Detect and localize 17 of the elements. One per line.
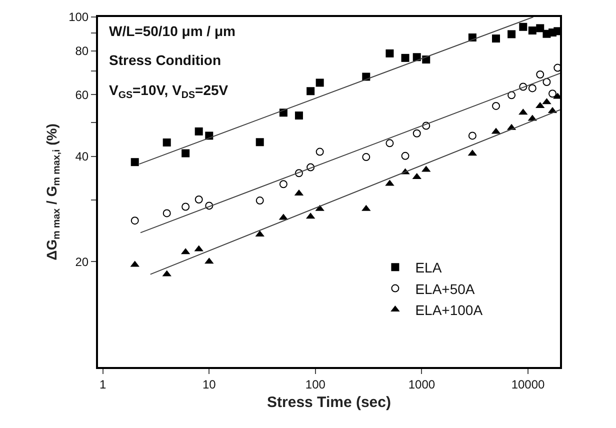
annotation: Stress Condition	[109, 52, 222, 68]
annotation: W/L=50/10 μm / μm	[109, 23, 236, 39]
y-tick-label: 100	[68, 10, 89, 24]
x-tick-label: 1	[100, 377, 107, 392]
y-tick-label: 60	[75, 88, 89, 102]
legend-label: ELA	[415, 260, 442, 276]
x-tick-label: 10	[202, 377, 216, 392]
y-tick-label: 40	[75, 149, 89, 164]
x-tick-label: 100	[305, 377, 326, 392]
x-tick-label: 1000	[408, 377, 436, 392]
legend-label: ELA+50A	[415, 280, 476, 297]
y-tick-label: 20	[75, 254, 89, 269]
annotation: V$_{GS}$=10V, V$_{DS}$=25V	[109, 82, 229, 101]
legend-label: ELA+100A	[415, 302, 484, 318]
x-axis-title: Stress Time (sec)	[267, 394, 391, 411]
x-tick-label: 10000	[511, 377, 546, 392]
y-tick-label: 80	[75, 44, 89, 58]
